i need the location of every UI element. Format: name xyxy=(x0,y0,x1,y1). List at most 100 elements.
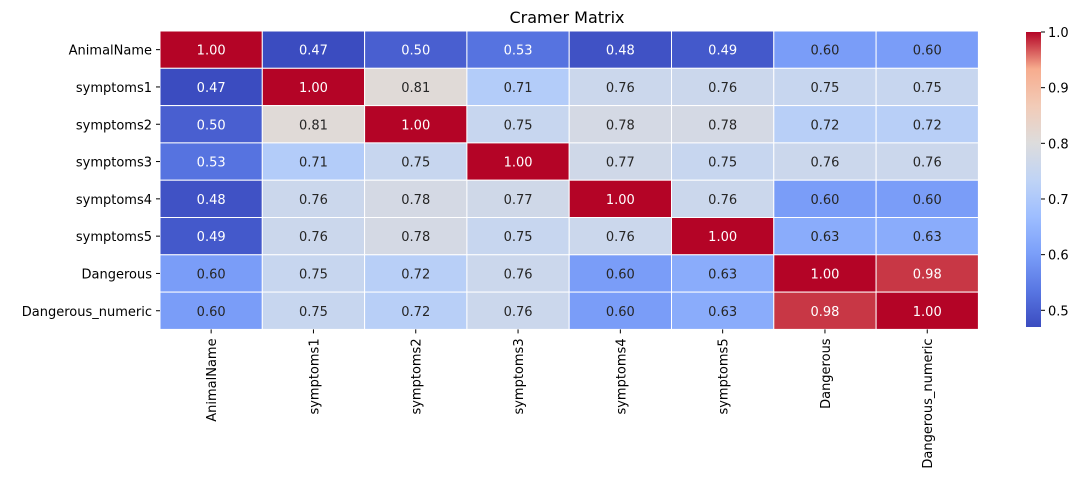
cell-value-label: 0.81 xyxy=(299,118,328,133)
cell-value-label: 0.98 xyxy=(913,267,942,282)
cell-value-label: 0.49 xyxy=(197,230,226,245)
cell-value-label: 0.47 xyxy=(197,81,226,96)
heatmap-cell xyxy=(261,67,366,107)
heatmap-cell xyxy=(261,30,366,69)
cell-value-label: 0.75 xyxy=(504,230,533,245)
row-tick-label: symptoms5 xyxy=(76,230,152,245)
colorbar-tick-label: 0.5 xyxy=(1048,304,1069,319)
cell-value-label: 0.71 xyxy=(299,156,328,171)
cell-value-label: 0.60 xyxy=(810,44,839,59)
cell-value-label: 0.60 xyxy=(810,193,839,208)
cell-value-label: 0.50 xyxy=(401,44,430,59)
row-tick-label: symptoms1 xyxy=(76,81,152,96)
cell-value-label: 0.63 xyxy=(708,305,737,320)
cell-value-label: 0.78 xyxy=(606,118,635,133)
heatmap-cell xyxy=(875,254,979,293)
cell-value-label: 1.00 xyxy=(810,267,839,282)
cell-value-label: 0.75 xyxy=(913,81,942,96)
heatmap-cell xyxy=(364,291,468,330)
cell-value-label: 0.76 xyxy=(708,193,737,208)
column-tick-label: Dangerous xyxy=(819,338,834,409)
cell-value-label: 0.75 xyxy=(401,156,430,171)
colorbar-tick-label: 1.0 xyxy=(1048,26,1069,41)
cell-value-label: 0.60 xyxy=(913,44,942,59)
heatmap-cell xyxy=(568,291,673,330)
cell-value-label: 0.78 xyxy=(401,230,430,245)
cell-value-label: 1.00 xyxy=(504,156,533,171)
cell-value-label: 1.00 xyxy=(913,305,942,320)
cell-value-label: 0.48 xyxy=(606,44,635,59)
cell-value-label: 0.72 xyxy=(401,305,430,320)
heatmap-cell xyxy=(159,142,263,181)
heatmap-cell xyxy=(875,67,979,107)
heatmap-cell xyxy=(466,179,570,218)
cell-value-label: 0.60 xyxy=(606,267,635,282)
heatmap-cell xyxy=(875,105,979,144)
cell-value-label: 0.75 xyxy=(299,267,328,282)
heatmap-cell xyxy=(773,217,877,256)
cell-value-label: 0.98 xyxy=(810,305,839,320)
heatmap-cell xyxy=(261,105,366,144)
column-tick-label: symptoms5 xyxy=(717,338,732,414)
cell-value-label: 0.78 xyxy=(708,118,737,133)
column-tick-label: symptoms4 xyxy=(614,338,629,414)
row-tick-label: symptoms2 xyxy=(76,118,152,133)
colorbar-tick-label: 0.6 xyxy=(1048,249,1069,264)
colorbar-gradient xyxy=(1026,32,1041,327)
cell-value-label: 0.63 xyxy=(708,267,737,282)
cell-value-label: 0.76 xyxy=(606,81,635,96)
cell-value-label: 0.60 xyxy=(197,305,226,320)
cell-value-label: 0.75 xyxy=(504,118,533,133)
heatmap-cell xyxy=(671,30,775,69)
row-tick-label: Dangerous_numeric xyxy=(22,305,152,320)
cell-value-label: 0.81 xyxy=(401,81,430,96)
heatmap-cell xyxy=(159,254,263,293)
heatmap-cell xyxy=(568,179,673,218)
heatmap-cell xyxy=(875,217,979,256)
row-tick-labels: AnimalName symptoms1 symptoms2 symptoms3 sym… xyxy=(22,44,160,320)
cell-value-label: 0.63 xyxy=(913,230,942,245)
heatmap-cell xyxy=(364,30,468,69)
heatmap-cell xyxy=(773,254,877,293)
cell-value-label: 0.76 xyxy=(606,230,635,245)
colorbar-ticks: 0.5 0.6 0.7 0.8 0.9 1.0 xyxy=(1041,26,1069,319)
heatmap-cell xyxy=(261,217,366,256)
heatmap-cell xyxy=(568,217,673,256)
cell-value-label: 0.76 xyxy=(810,156,839,171)
heatmap-cells: 1.00 0.47 0.50 0.53 0.48 0.49 0.60 0.60 0.47 1.00… xyxy=(159,30,979,330)
cell-value-label: 0.72 xyxy=(810,118,839,133)
cell-value-label: 1.00 xyxy=(606,193,635,208)
heatmap-cell xyxy=(364,142,468,181)
heatmap-cell xyxy=(364,254,468,293)
cell-value-label: 0.72 xyxy=(401,267,430,282)
cell-value-label: 0.76 xyxy=(504,305,533,320)
heatmap-cell xyxy=(773,105,877,144)
heatmap-cell xyxy=(466,67,570,107)
cell-value-label: 0.76 xyxy=(504,267,533,282)
heatmap-cell xyxy=(568,142,673,181)
heatmap-cell xyxy=(875,30,979,69)
row-tick-label: symptoms3 xyxy=(76,156,152,171)
cell-value-label: 1.00 xyxy=(401,118,430,133)
cell-value-label: 0.48 xyxy=(197,193,226,208)
cell-value-label: 0.47 xyxy=(299,44,328,59)
heatmap-cell xyxy=(773,179,877,218)
heatmap-cell xyxy=(261,254,366,293)
heatmap-cell xyxy=(159,30,263,69)
cell-value-label: 0.60 xyxy=(913,193,942,208)
cell-value-label: 0.63 xyxy=(810,230,839,245)
heatmap-cell xyxy=(364,217,468,256)
heatmap-cell xyxy=(875,291,979,330)
column-tick-label: Dangerous_numeric xyxy=(921,338,936,468)
column-tick-label: symptoms1 xyxy=(307,338,322,414)
heatmap-cell xyxy=(466,142,570,181)
chart-title: Cramer Matrix xyxy=(509,8,624,27)
cell-value-label: 0.50 xyxy=(197,118,226,133)
colorbar-tick-label: 0.9 xyxy=(1048,82,1069,97)
row-tick-label: Dangerous xyxy=(82,267,153,282)
heatmap-cell xyxy=(671,217,775,256)
row-tick-label: symptoms4 xyxy=(76,193,152,208)
cell-value-label: 0.75 xyxy=(708,156,737,171)
heatmap-cell xyxy=(568,254,673,293)
